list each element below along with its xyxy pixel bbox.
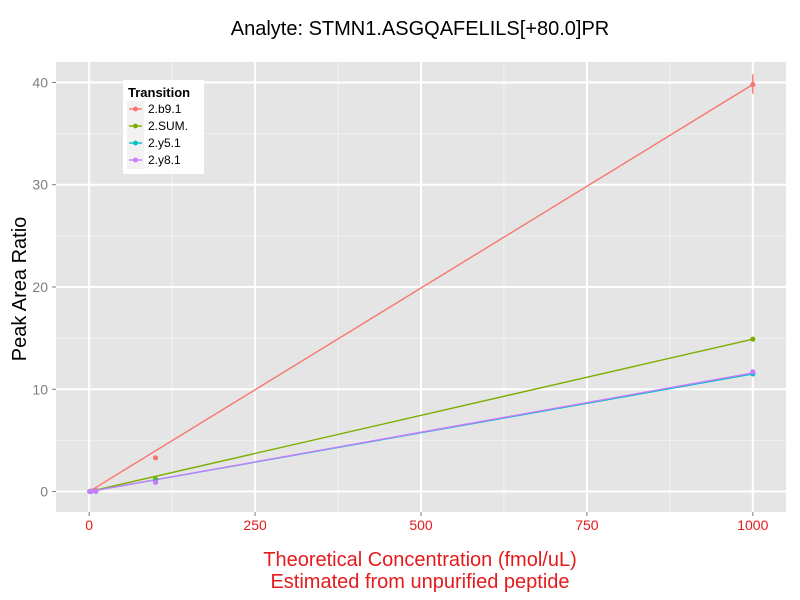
data-points	[87, 81, 756, 495]
x-axis-label-line1: Theoretical Concentration (fmol/uL)	[263, 549, 576, 571]
legend-label-2-y5-1: 2.y5.1	[148, 136, 181, 150]
y-axis-ticks: 0 10 20 30 40	[32, 74, 56, 500]
legend-key-point-2-b9-1	[133, 106, 138, 112]
x-tick-label: 1000	[737, 517, 768, 533]
x-tick-label: 250	[243, 517, 267, 533]
legend-title: Transition	[128, 85, 190, 100]
legend-label-2-y8-1: 2.y8.1	[148, 153, 181, 167]
x-tick-label: 750	[575, 517, 599, 533]
fit-line-2-y8-1	[89, 372, 753, 493]
legend-key-point-2-y8-1	[133, 157, 138, 163]
point-2-y8-1	[93, 488, 99, 494]
fit-line-2-b9-1	[88, 83, 754, 493]
point-2-y8-1	[152, 479, 159, 485]
legend-label-2-sum: 2.SUM.	[148, 119, 188, 133]
fit-lines	[88, 83, 754, 493]
x-axis-label-line2: Estimated from unpurified peptide	[270, 571, 569, 593]
fit-line-2-sum	[89, 338, 753, 493]
point-2-y8-1	[750, 369, 756, 375]
y-tick-label: 30	[32, 177, 48, 193]
x-tick-label: 500	[409, 517, 433, 533]
x-axis-ticks: 0 250 500 750 1000	[85, 512, 769, 533]
legend: Transition 2.b9.1 2.SUM. 2.y5.1 2.y8.1	[123, 80, 204, 174]
y-tick-label: 0	[40, 484, 48, 500]
x-tick-label: 0	[85, 517, 93, 533]
legend-key-point-2-y5-1	[133, 140, 138, 146]
y-tick-label: 40	[32, 74, 48, 90]
point-2-b9-1	[152, 455, 159, 461]
point-2-y8-1	[88, 488, 94, 495]
chart-title: Analyte: STMN1.ASGQAFELILS[+80.0]PR	[231, 18, 610, 40]
y-axis-label: Peak Area Ratio	[9, 217, 31, 362]
point-2-b9-1	[750, 81, 756, 88]
point-2-sum	[750, 336, 756, 342]
legend-label-2-b9-1: 2.b9.1	[148, 102, 182, 116]
y-tick-label: 20	[32, 279, 48, 295]
y-tick-label: 10	[32, 381, 48, 397]
legend-key-point-2-sum	[133, 123, 138, 129]
